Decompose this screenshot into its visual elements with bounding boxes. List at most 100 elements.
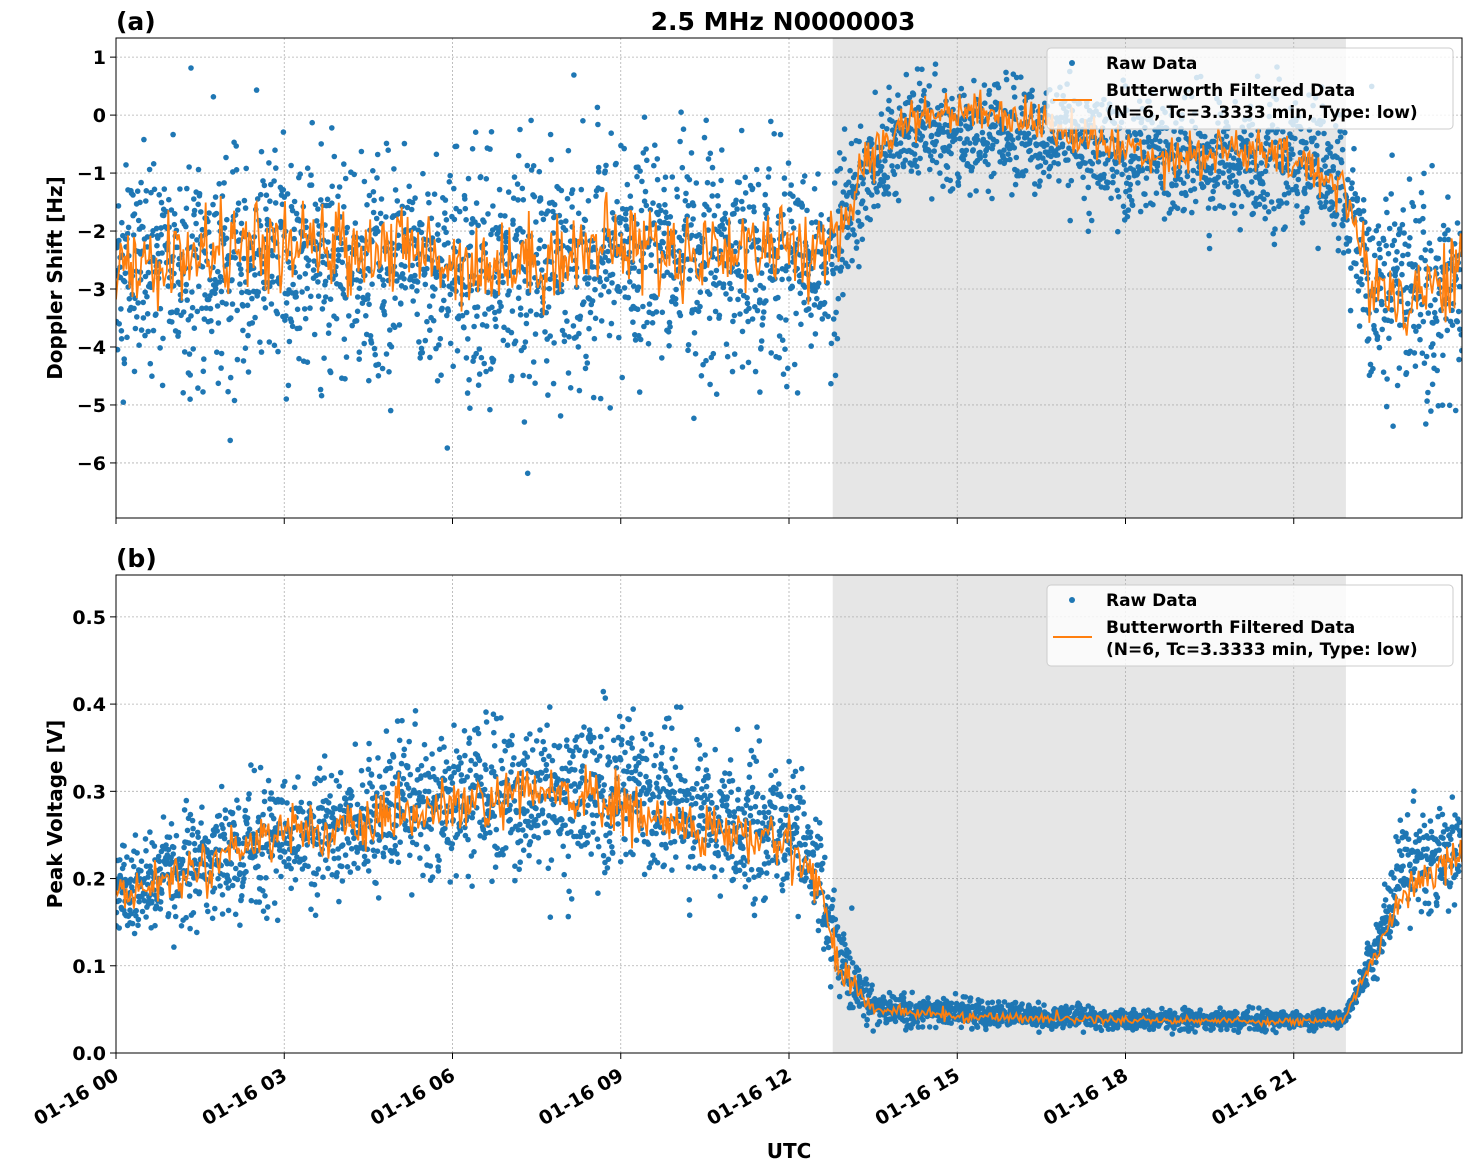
raw-data-point <box>138 868 144 874</box>
raw-data-point <box>511 755 517 761</box>
raw-data-point <box>854 239 860 245</box>
raw-data-point <box>571 72 577 78</box>
raw-data-point <box>239 883 246 890</box>
raw-data-point <box>506 288 512 294</box>
raw-data-point <box>949 186 956 192</box>
raw-data-point <box>800 179 806 185</box>
raw-data-point <box>488 764 495 770</box>
raw-data-point <box>1400 207 1406 213</box>
raw-data-point <box>302 271 309 277</box>
raw-data-point <box>804 207 810 214</box>
raw-data-point <box>661 186 667 193</box>
raw-data-point <box>840 189 847 195</box>
raw-data-point <box>387 327 393 333</box>
raw-data-point <box>282 778 288 785</box>
raw-data-point <box>370 209 377 216</box>
raw-data-point <box>984 144 991 151</box>
raw-data-point <box>427 863 434 869</box>
raw-data-point <box>1015 135 1021 141</box>
raw-data-point <box>445 240 451 246</box>
raw-data-point <box>1365 336 1372 342</box>
raw-data-point <box>1323 154 1330 161</box>
raw-data-point <box>985 188 992 195</box>
raw-data-point <box>1356 210 1363 217</box>
raw-data-point <box>781 175 788 181</box>
raw-data-point <box>502 748 509 754</box>
raw-data-point <box>175 329 182 336</box>
raw-data-point <box>564 778 571 784</box>
raw-data-point <box>144 244 150 250</box>
raw-data-point <box>1288 146 1295 152</box>
raw-data-point <box>157 899 164 905</box>
raw-data-point <box>1420 203 1427 210</box>
raw-data-point <box>720 281 727 288</box>
raw-data-point <box>856 263 862 270</box>
raw-data-point <box>446 765 452 772</box>
raw-data-point <box>550 208 556 215</box>
raw-data-point <box>240 327 246 334</box>
raw-data-point <box>521 762 528 768</box>
raw-data-point <box>187 372 193 378</box>
raw-data-point <box>165 283 171 289</box>
raw-data-point <box>462 832 469 839</box>
raw-data-point <box>1386 225 1393 232</box>
raw-data-point <box>442 768 449 775</box>
raw-data-point <box>376 273 383 280</box>
raw-data-point <box>142 890 148 897</box>
raw-data-point <box>1391 237 1398 244</box>
raw-data-point <box>652 142 658 148</box>
raw-data-point <box>811 186 818 192</box>
raw-data-point <box>696 249 703 256</box>
raw-data-point <box>337 803 344 809</box>
raw-data-point <box>776 333 783 339</box>
raw-data-point <box>239 289 245 296</box>
raw-data-point <box>284 191 291 197</box>
raw-data-point <box>199 804 205 810</box>
raw-data-point <box>591 749 598 756</box>
raw-data-point <box>348 846 355 852</box>
raw-data-point <box>917 155 923 162</box>
raw-data-point <box>1062 150 1068 156</box>
raw-data-point <box>392 295 398 302</box>
raw-data-point <box>962 152 968 158</box>
raw-data-point <box>698 373 705 379</box>
raw-data-point <box>788 218 795 225</box>
raw-data-point <box>456 208 463 215</box>
raw-data-point <box>203 902 210 908</box>
raw-data-point <box>704 179 711 186</box>
raw-data-point <box>368 772 375 778</box>
raw-data-point <box>481 360 488 367</box>
raw-data-point <box>325 800 332 806</box>
raw-data-point <box>653 309 660 315</box>
raw-data-point <box>468 757 475 764</box>
raw-data-point <box>482 830 489 837</box>
raw-data-point <box>740 206 746 212</box>
raw-data-point <box>282 317 288 324</box>
raw-data-point <box>1441 236 1448 243</box>
raw-data-point <box>438 735 445 742</box>
raw-data-point <box>579 732 585 738</box>
raw-data-point <box>835 208 842 214</box>
raw-data-point <box>1421 170 1427 177</box>
raw-data-point <box>694 299 700 306</box>
raw-data-point <box>570 748 576 755</box>
raw-data-point <box>1376 246 1383 253</box>
raw-data-point <box>135 217 142 224</box>
raw-data-point <box>1264 191 1271 198</box>
raw-data-point <box>222 815 229 822</box>
raw-data-point <box>361 340 368 347</box>
raw-data-point <box>261 296 267 302</box>
raw-data-point <box>759 322 766 328</box>
raw-data-point <box>1438 333 1444 339</box>
raw-data-point <box>157 866 163 872</box>
raw-data-point <box>838 264 845 271</box>
raw-data-point <box>143 198 149 204</box>
raw-data-point <box>344 864 351 870</box>
raw-data-point <box>485 211 491 217</box>
raw-data-point <box>785 365 791 372</box>
raw-data-point <box>715 203 721 209</box>
raw-data-point <box>248 762 254 768</box>
raw-data-point <box>135 300 141 306</box>
y-tick-label: −2 <box>77 221 106 243</box>
raw-data-point <box>131 863 137 870</box>
